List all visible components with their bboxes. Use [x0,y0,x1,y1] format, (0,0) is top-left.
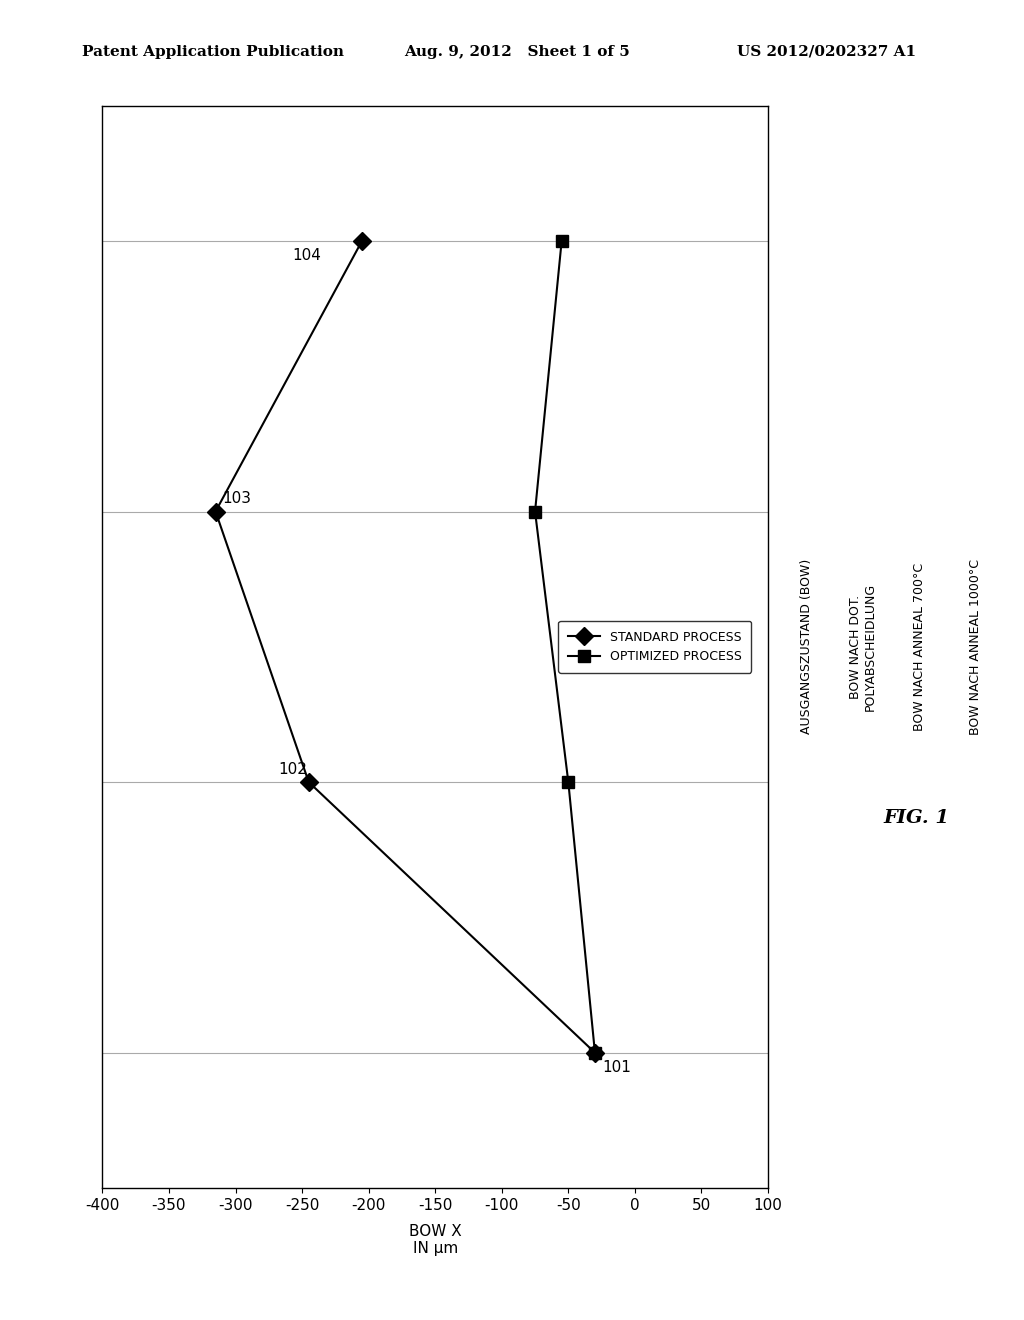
Text: FIG. 1: FIG. 1 [884,809,949,828]
Text: 103: 103 [222,491,252,506]
Text: 101: 101 [602,1060,631,1076]
Text: BOW NACH ANNEAL 700°C: BOW NACH ANNEAL 700°C [912,562,926,731]
Text: BOW NACH DOT.
POLYABSCHEIDLUNG: BOW NACH DOT. POLYABSCHEIDLUNG [849,582,877,711]
Text: 102: 102 [279,762,307,776]
Text: 104: 104 [293,248,322,264]
Text: BOW NACH ANNEAL 1000°C: BOW NACH ANNEAL 1000°C [969,558,982,735]
X-axis label: BOW X
IN μm: BOW X IN μm [409,1224,462,1257]
Text: Patent Application Publication: Patent Application Publication [82,45,344,59]
Legend: STANDARD PROCESS, OPTIMIZED PROCESS: STANDARD PROCESS, OPTIMIZED PROCESS [558,620,752,673]
Text: US 2012/0202327 A1: US 2012/0202327 A1 [737,45,916,59]
Text: AUSGANGSZUSTAND (BOW): AUSGANGSZUSTAND (BOW) [800,560,813,734]
Text: Aug. 9, 2012   Sheet 1 of 5: Aug. 9, 2012 Sheet 1 of 5 [404,45,630,59]
